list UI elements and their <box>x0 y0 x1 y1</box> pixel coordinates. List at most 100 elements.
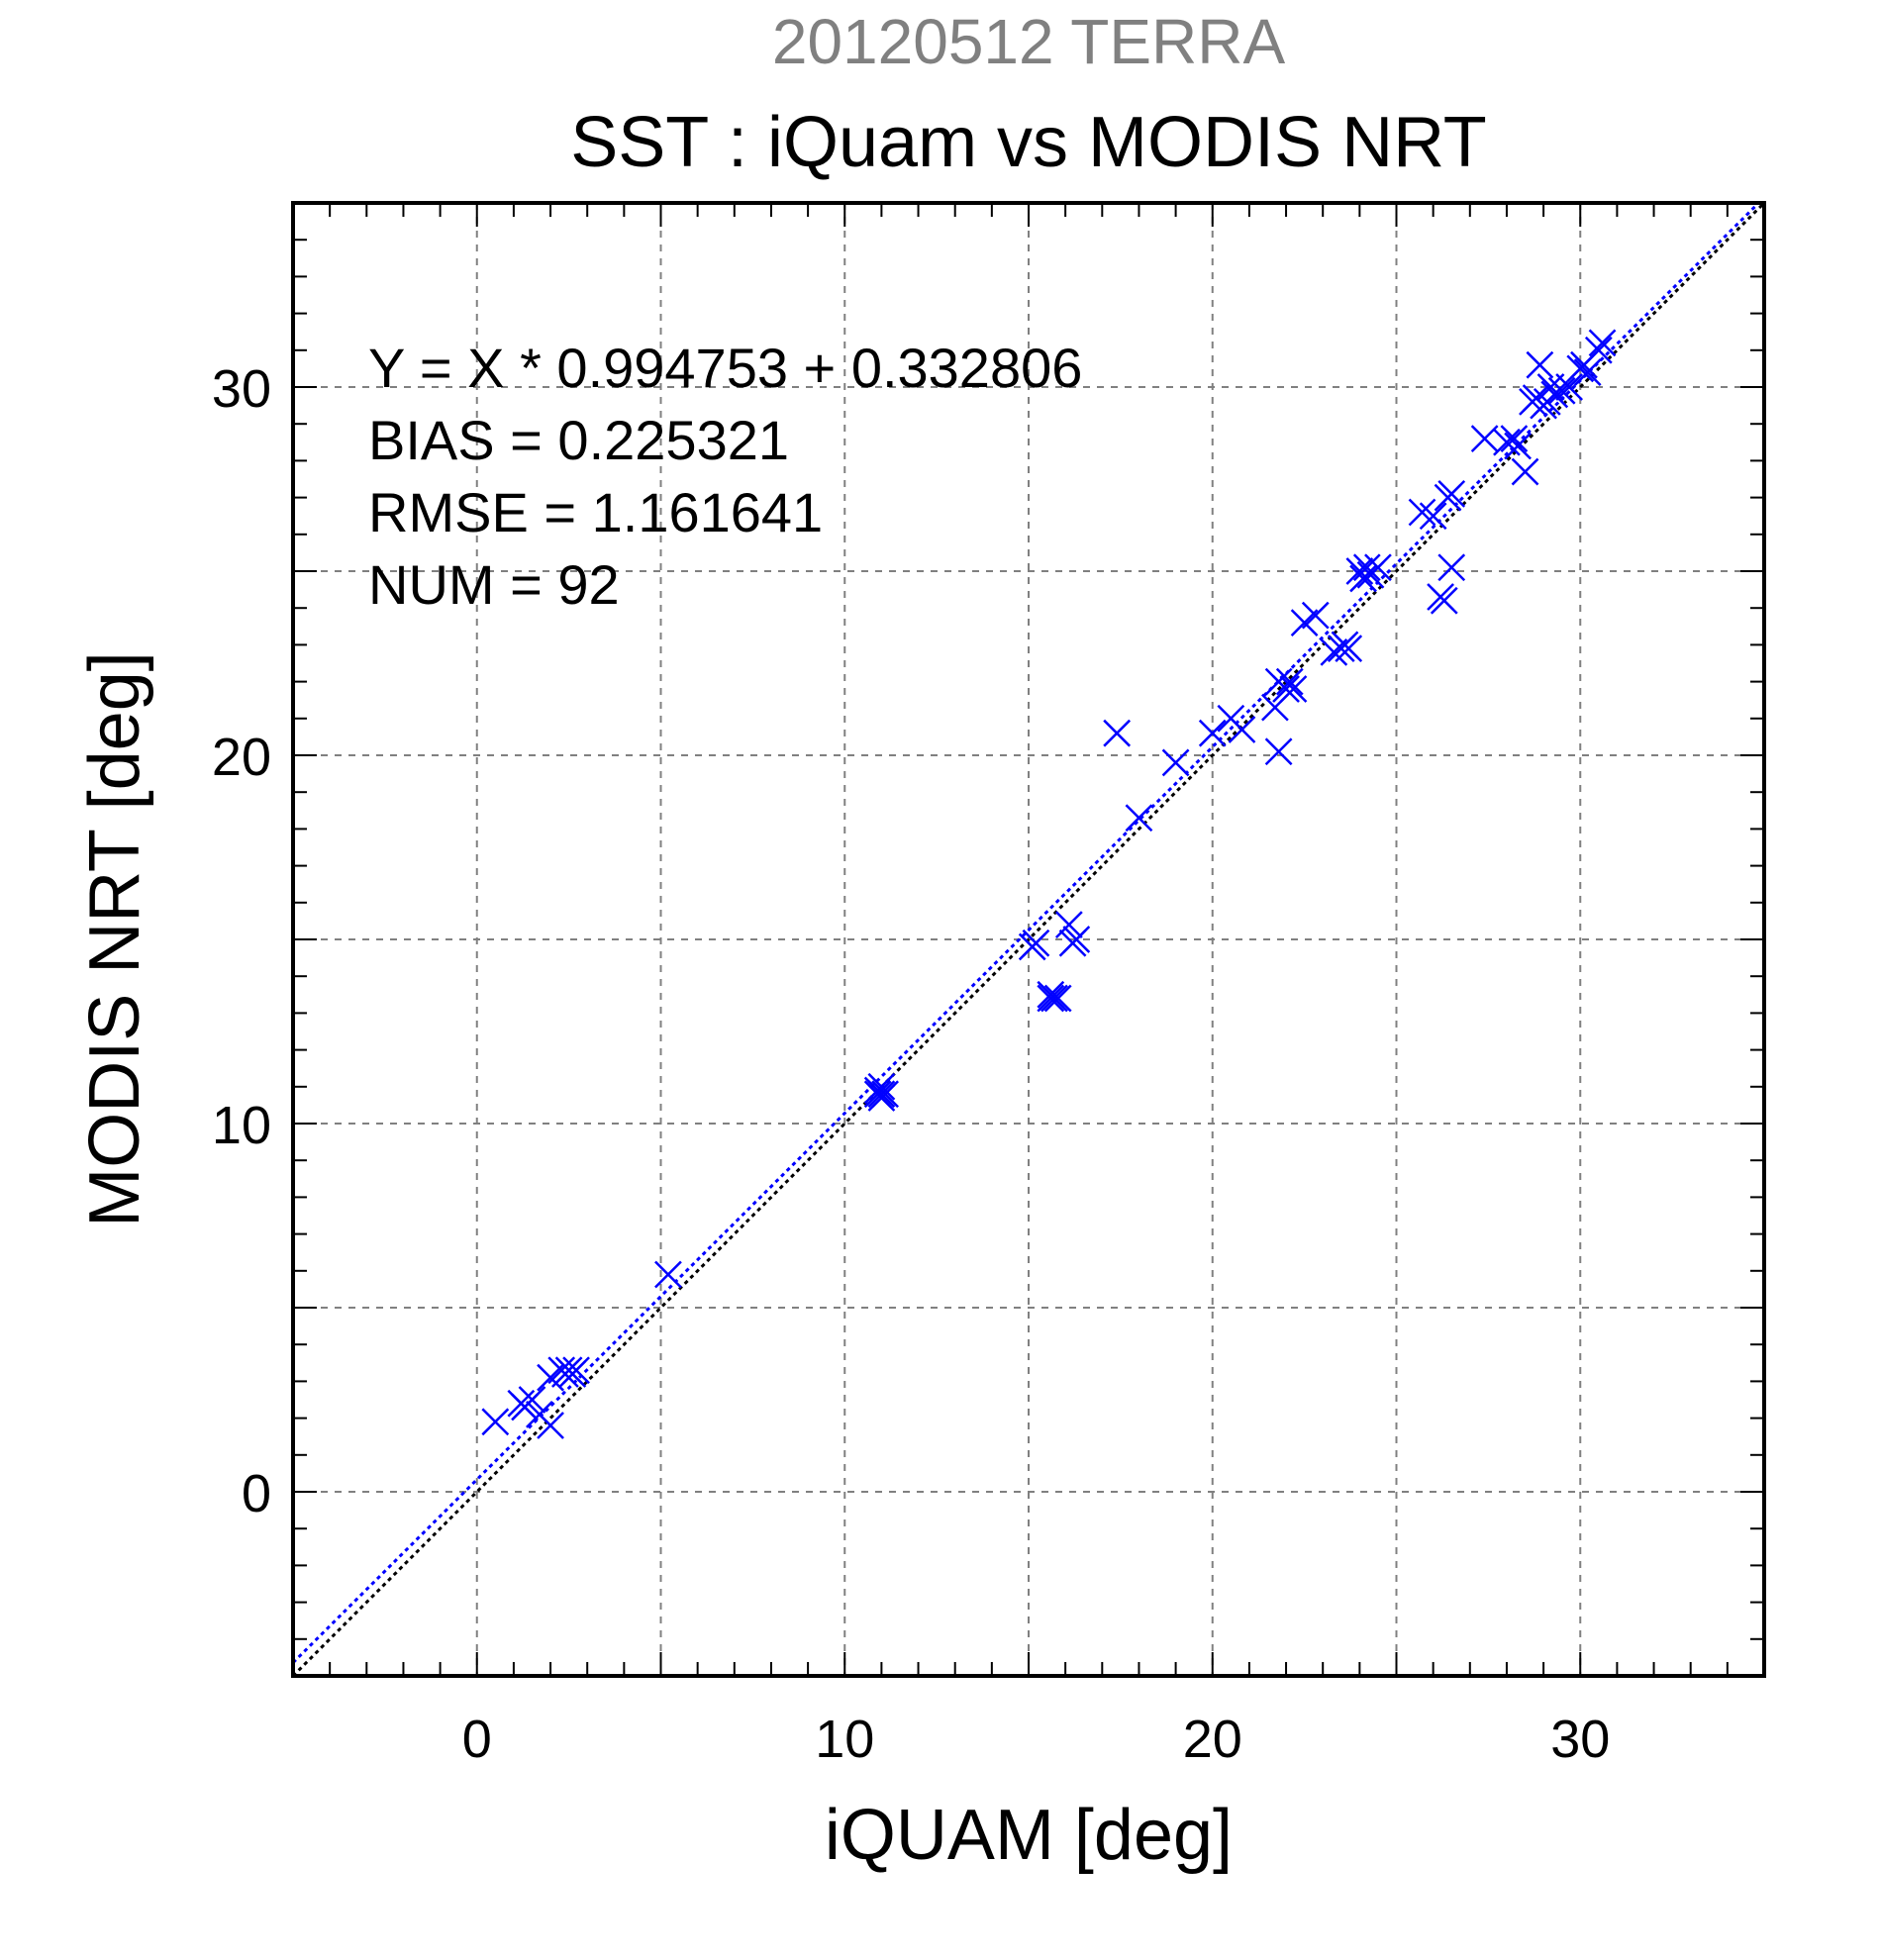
data-point <box>1335 635 1363 663</box>
data-point <box>1198 719 1227 747</box>
data-point-stroke <box>1526 350 1554 379</box>
data-point <box>1540 380 1569 409</box>
data-point <box>1062 926 1091 953</box>
x-tick-label: 10 <box>815 1710 874 1769</box>
data-point <box>1275 667 1304 696</box>
data-point-stroke <box>871 1080 899 1109</box>
data-point <box>1504 432 1532 460</box>
data-point <box>1272 675 1300 703</box>
data-point-stroke <box>1419 502 1447 531</box>
data-point <box>1419 502 1447 531</box>
data-point <box>1526 350 1554 379</box>
data-point-stroke <box>1062 926 1091 953</box>
data-point <box>1264 737 1293 766</box>
data-point-stroke <box>1470 425 1499 452</box>
data-point <box>1037 980 1065 1009</box>
axis-ticks <box>292 202 1765 1677</box>
data-point <box>1547 376 1576 405</box>
data-point <box>1588 329 1617 357</box>
data-point <box>562 1356 590 1385</box>
stats-annotation: Y = X * 0.994753 + 0.332806 BIAS = 0.2253… <box>368 337 1082 616</box>
data-point-stroke <box>518 1386 546 1414</box>
data-point-stroke <box>562 1356 590 1385</box>
data-point-stroke <box>1103 719 1132 747</box>
data-point <box>1125 804 1153 833</box>
data-point-stroke <box>1584 336 1613 364</box>
data-point <box>1500 425 1529 452</box>
stats-annotation-line: RMSE = 1.161641 <box>368 481 823 543</box>
data-point-stroke <box>1555 373 1583 401</box>
data-point-stroke <box>1500 425 1529 452</box>
data-point-stroke <box>1504 432 1532 460</box>
data-point <box>1364 553 1392 582</box>
data-point-stroke <box>1437 479 1466 508</box>
data-point-stroke <box>1408 498 1436 527</box>
data-point <box>1279 675 1308 703</box>
data-point-stroke <box>1279 675 1308 703</box>
data-point <box>1228 716 1256 743</box>
data-point <box>1352 553 1381 582</box>
data-point <box>1022 929 1050 957</box>
data-point-stroke <box>1275 667 1304 696</box>
chart-title: 20120512 TERRA <box>772 6 1286 77</box>
data-point-stroke <box>867 1080 896 1109</box>
data-point-stroke <box>1301 601 1330 630</box>
y-tick-label: 10 <box>212 1096 271 1155</box>
stats-annotation-line: BIAS = 0.225321 <box>368 409 789 471</box>
data-point <box>1430 586 1458 615</box>
data-point-stroke <box>1437 553 1466 582</box>
data-point <box>871 1080 899 1109</box>
x-tick-labels: 0 10 20 30 <box>462 1710 1611 1769</box>
data-point <box>1511 457 1539 486</box>
data-point-stroke <box>1364 553 1392 582</box>
data-point <box>1470 425 1499 452</box>
chart-subtitle: SST : iQuam vs MODIS NRT <box>570 103 1487 182</box>
data-point <box>1408 498 1436 527</box>
data-point-stroke <box>1345 557 1374 585</box>
data-point <box>1103 719 1132 747</box>
data-points <box>481 329 1617 1439</box>
data-point-stroke <box>1264 737 1293 766</box>
data-point <box>1573 358 1602 387</box>
data-point <box>1555 373 1583 401</box>
data-point-stroke <box>867 1072 896 1101</box>
y-axis-label: MODIS NRT [deg] <box>75 651 154 1227</box>
data-point-stroke <box>1573 358 1602 387</box>
stats-annotation-line: Y = X * 0.994753 + 0.332806 <box>368 337 1082 399</box>
data-point-stroke <box>481 1408 510 1436</box>
data-point <box>1345 557 1374 585</box>
x-tick-label: 30 <box>1550 1710 1610 1769</box>
data-point-stroke <box>1430 586 1458 615</box>
data-point-stroke <box>1511 457 1539 486</box>
y-tick-label: 20 <box>212 728 271 787</box>
data-point <box>1493 428 1521 456</box>
data-point <box>867 1080 896 1109</box>
x-tick-label: 20 <box>1183 1710 1242 1769</box>
data-point-stroke <box>1272 675 1300 703</box>
data-point-stroke <box>1349 564 1377 593</box>
data-point <box>863 1080 892 1109</box>
data-point <box>1054 911 1083 939</box>
y-tick-label: 30 <box>212 359 271 419</box>
data-point <box>1349 564 1377 593</box>
x-axis-label: iQUAM [deg] <box>825 1796 1233 1875</box>
data-point-stroke <box>537 1412 564 1439</box>
y-tick-label: 0 <box>242 1464 271 1523</box>
data-point-stroke <box>1588 329 1617 357</box>
data-point-stroke <box>1228 716 1256 743</box>
data-point-stroke <box>1540 380 1569 409</box>
data-point-stroke <box>1161 748 1190 777</box>
data-point <box>537 1412 564 1439</box>
data-point <box>1301 601 1330 630</box>
data-point-stroke <box>1547 376 1576 405</box>
data-point-stroke <box>1493 428 1521 456</box>
data-point-stroke <box>863 1080 892 1109</box>
data-point-stroke <box>1043 984 1072 1013</box>
stats-annotation-line: NUM = 92 <box>368 553 620 616</box>
data-point <box>654 1260 682 1289</box>
data-point-stroke <box>1022 929 1050 957</box>
data-point <box>1437 553 1466 582</box>
data-point-stroke <box>1335 635 1363 663</box>
data-point-stroke <box>654 1260 682 1289</box>
